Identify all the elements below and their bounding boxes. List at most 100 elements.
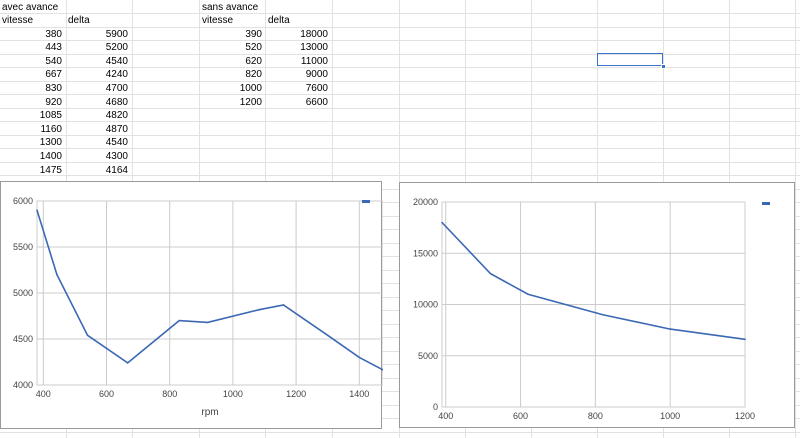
delta-cell[interactable]: 4300 — [105, 151, 128, 162]
y-tick-label: 15000 — [413, 248, 438, 258]
vitesse-cell[interactable]: 667 — [45, 69, 62, 80]
table-b-title[interactable]: sans avance — [202, 2, 259, 13]
data-point — [36, 209, 38, 211]
vitesse-cell[interactable]: 1475 — [39, 165, 62, 176]
column-gridline — [795, 0, 796, 438]
delta-cell[interactable]: 4540 — [105, 56, 128, 67]
y-tick-label: 5500 — [13, 242, 33, 252]
delta-cell[interactable]: 4870 — [105, 124, 128, 135]
row-gridline — [0, 135, 800, 136]
legend-marker — [762, 202, 770, 205]
data-point — [206, 321, 209, 324]
vitesse-cell[interactable]: 380 — [45, 29, 62, 40]
delta-cell[interactable]: 18000 — [300, 29, 328, 40]
data-point — [382, 369, 383, 371]
vitesse-cell[interactable]: 920 — [45, 97, 62, 108]
table-a-header-delta[interactable]: delta — [68, 15, 90, 26]
row-gridline — [0, 27, 800, 28]
row-gridline — [0, 40, 800, 41]
table-a-title[interactable]: avec avance — [2, 2, 59, 13]
vitesse-cell[interactable]: 520 — [245, 42, 262, 53]
delta-cell[interactable]: 6600 — [305, 97, 328, 108]
x-tick-label: 600 — [99, 389, 114, 399]
vitesse-cell[interactable]: 540 — [45, 56, 62, 67]
row-gridline — [0, 121, 800, 122]
row-gridline — [0, 175, 800, 176]
chart-avec-avance[interactable]: 4000 4500 5000 5500 6000 400 600 800 1000 1200 140… — [0, 181, 383, 429]
row-gridline — [0, 108, 800, 109]
vitesse-cell[interactable]: 1085 — [39, 110, 62, 121]
y-tick-label: 20000 — [413, 197, 438, 207]
data-point — [358, 356, 361, 359]
data-point — [669, 328, 671, 330]
delta-cell[interactable]: 13000 — [300, 42, 328, 53]
delta-cell[interactable]: 4680 — [105, 97, 128, 108]
vitesse-cell[interactable]: 1000 — [239, 83, 262, 94]
x-tick-label: 1400 — [349, 389, 369, 399]
x-tick-label: 1000 — [660, 411, 680, 421]
y-tick-label: 10000 — [413, 300, 438, 310]
chart-sans-avance-svg: 0 5000 10000 15000 20000 400 600 800 1000 1200 — [413, 197, 770, 421]
vitesse-cell[interactable]: 1300 — [39, 137, 62, 148]
selected-cell[interactable] — [597, 53, 663, 66]
data-point — [527, 293, 529, 296]
row-gridline — [0, 54, 800, 55]
x-tick-label: 800 — [162, 389, 177, 399]
x-tick-label: 400 — [438, 411, 453, 421]
data-point — [258, 308, 261, 311]
chart-avec-avance-svg: 4000 4500 5000 5500 6000 400 600 800 1000 1200 140… — [13, 196, 383, 418]
data-point — [86, 334, 89, 337]
x-axis-title: rpm — [201, 407, 218, 418]
delta-cell[interactable]: 7600 — [305, 83, 328, 94]
data-point — [282, 304, 285, 306]
table-b-header-delta[interactable]: delta — [268, 15, 290, 26]
fill-handle[interactable] — [661, 64, 666, 69]
series-line — [441, 221, 746, 341]
delta-cell[interactable]: 4164 — [105, 165, 128, 176]
x-tick-label: 1200 — [735, 411, 755, 421]
row-gridline — [0, 432, 800, 433]
vitesse-cell[interactable]: 830 — [45, 83, 62, 94]
vitesse-cell[interactable]: 1160 — [40, 124, 62, 135]
table-b-header-vitesse[interactable]: vitesse — [202, 15, 234, 26]
x-tick-label: 1200 — [286, 389, 306, 399]
row-gridline — [0, 94, 800, 95]
legend-marker — [362, 200, 370, 203]
delta-cell[interactable]: 4820 — [105, 110, 128, 121]
vitesse-cell[interactable]: 443 — [45, 42, 62, 53]
vitesse-cell[interactable]: 820 — [245, 69, 262, 80]
data-point — [744, 338, 746, 341]
delta-cell[interactable]: 9000 — [305, 69, 328, 80]
chart-sans-avance[interactable]: 0 5000 10000 15000 20000 400 600 800 1000 1200 — [399, 182, 795, 428]
delta-cell[interactable]: 11000 — [300, 56, 328, 67]
vitesse-cell[interactable]: 390 — [245, 29, 262, 40]
row-gridline — [0, 67, 800, 68]
x-tick-label: 800 — [588, 411, 603, 421]
x-tick-label: 600 — [513, 411, 528, 421]
data-point — [441, 221, 443, 224]
x-tick-label: 400 — [36, 389, 51, 399]
y-tick-label: 6000 — [13, 196, 33, 206]
vitesse-cell[interactable]: 1200 — [239, 97, 262, 108]
vitesse-cell[interactable]: 1400 — [39, 151, 62, 162]
y-tick-label: 4500 — [13, 334, 33, 344]
delta-cell[interactable]: 5200 — [105, 42, 128, 53]
vitesse-cell[interactable]: 620 — [245, 56, 262, 67]
delta-cell[interactable]: 4540 — [105, 137, 128, 148]
plot-area — [441, 201, 746, 408]
y-tick-label: 5000 — [418, 351, 438, 361]
row-gridline — [0, 162, 800, 163]
row-gridline — [0, 148, 800, 149]
row-gridline — [0, 13, 800, 14]
delta-cell[interactable]: 4700 — [105, 83, 128, 94]
delta-cell[interactable]: 4240 — [105, 69, 128, 80]
data-point — [56, 273, 58, 276]
y-tick-label: 4000 — [13, 380, 33, 390]
delta-cell[interactable]: 5900 — [105, 29, 128, 40]
data-point — [326, 334, 329, 337]
table-a-header-vitesse[interactable]: vitesse — [2, 15, 34, 26]
row-gridline — [0, 81, 800, 82]
data-point — [489, 272, 492, 275]
data-point — [126, 362, 129, 364]
y-tick-label: 0 — [433, 402, 438, 412]
